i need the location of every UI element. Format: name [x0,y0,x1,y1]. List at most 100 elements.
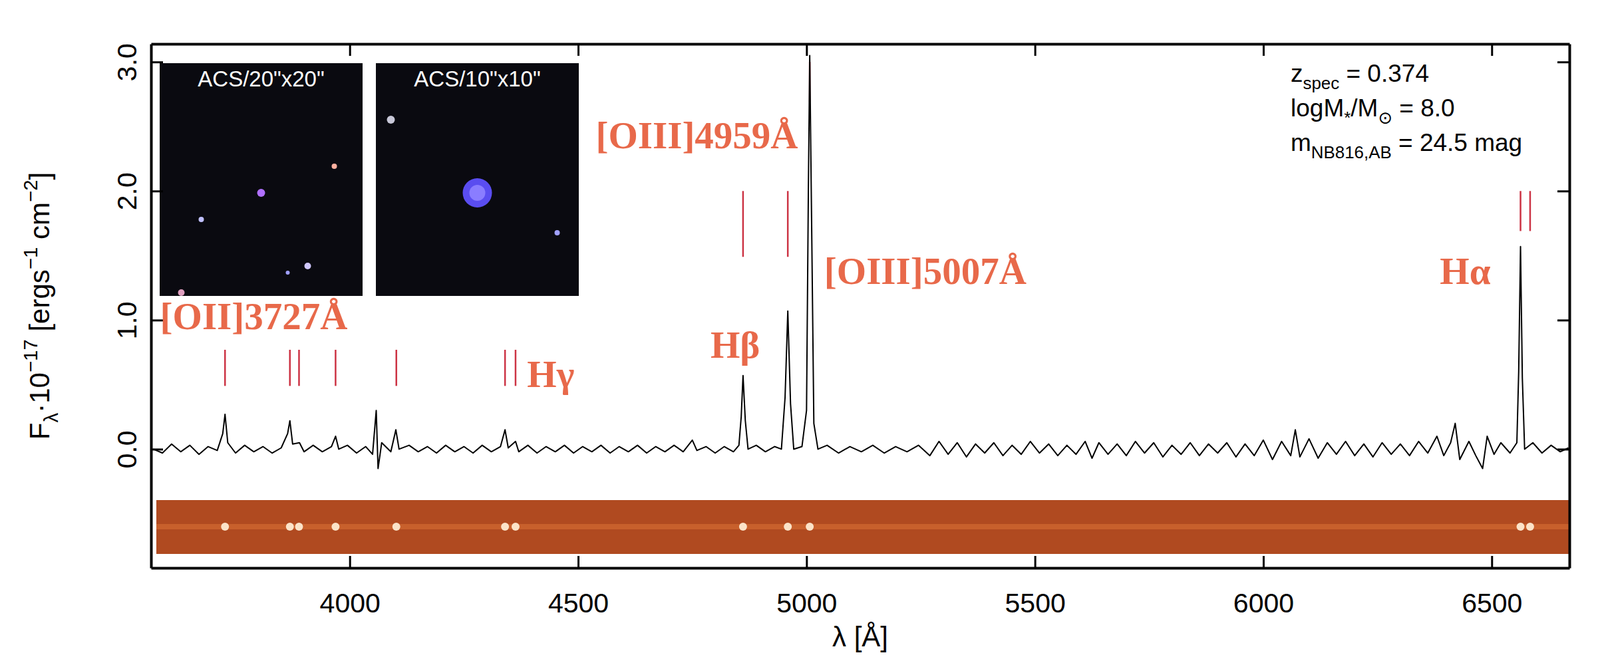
plot-background [151,43,1570,569]
spectrum-2d-spot [500,522,509,531]
text-part: /M [1350,94,1378,122]
inset-blob [469,184,486,201]
line-marker [288,349,291,386]
line-label: [OIII]4959Å [596,114,799,157]
x-tick-label: 5500 [1005,588,1066,619]
line-marker [334,349,337,386]
text-part: m [1290,129,1312,157]
line-marker [742,190,745,257]
y-axis-right-line [1568,44,1572,569]
y-tick-right [1557,61,1570,63]
x-tick-mark-top [1490,43,1493,56]
y-tick: 3.0 [111,43,163,82]
line-marker [514,349,517,386]
inset-blob [387,115,396,124]
x-tick-mark-top [1262,43,1265,56]
inset: ACS/20"x20" [159,63,363,297]
x-tick-mark [1034,556,1037,569]
inset-label: ACS/20"x20" [197,66,324,92]
y-tick-mark-right [1557,190,1570,193]
line-label: Hγ [526,353,575,396]
text-part: [ergs [23,269,56,340]
x-tick-top [1263,43,1265,56]
x-tick-label: 6500 [1461,588,1523,619]
x-tick-mark [577,556,580,569]
chart: ACS/20"x20" ACS/10"x10" 4000 4500 5000 5500 60… [0,0,1600,663]
y-tick-right [1557,190,1570,192]
inset-label: ACS/10"x10" [413,66,541,92]
y-tick-mark-right [1557,61,1570,64]
line-marker [1519,190,1522,231]
x-tick-label: 4500 [548,588,609,619]
line-marker [1529,190,1532,231]
y-tick-right [1557,449,1570,450]
x-tick: 4500 [548,556,609,619]
x-tick-mark-top [805,43,808,56]
x-tick-label: 5000 [776,588,837,619]
text-part: NB816,AB [1311,143,1392,162]
spectrum-2d-spot [294,522,303,531]
spectrum-2d-trace [156,524,1569,530]
line-marker [224,349,227,386]
text-part: logM [1290,94,1344,122]
y-tick-mark [151,448,163,451]
x-tick-label: 4000 [320,588,381,619]
text-part: = 0.374 [1339,59,1430,88]
text-part: −1 [19,247,42,271]
y-axis: 0.0 1.0 2.0 3.0 [111,43,163,569]
y-axis-right [1557,44,1571,569]
spectrum-2d-spot [783,522,792,531]
x-tick-top [1035,43,1036,56]
x-tick-mark-top [577,43,580,56]
y-tick-mark-right [1557,319,1570,322]
y-tick-right [1557,320,1570,321]
y-tick-label: 0.0 [111,430,143,469]
y-tick-mark [151,190,163,193]
y-tick-mark-right [1557,448,1570,451]
text-part: = 8.0 [1392,94,1455,122]
x-tick-label: 6000 [1233,588,1294,619]
x-axis-top [151,43,1571,56]
line-label: [OIII]5007Å [824,250,1027,293]
x-tick-mark-top [349,43,352,56]
inset-blob [463,178,493,208]
spectrum-2d-spot [1526,522,1535,531]
line-marker [787,190,790,257]
x-tick-mark [1490,556,1493,569]
spectrum-2d-spot [286,522,295,531]
inset-blob [198,216,205,223]
y-tick-label: 3.0 [111,43,143,82]
line-marker [395,349,398,386]
y-tick: 0.0 [111,430,163,469]
spectrum-2d-spot [739,522,748,531]
y-tick-label: 2.0 [111,172,143,211]
spectrum-2d-spot [220,522,229,531]
y-tick: 2.0 [111,172,163,211]
inset: ACS/10"x10" [375,63,579,297]
inset-image [159,63,363,297]
inset-blob [331,163,338,169]
x-tick: 6000 [1233,556,1294,619]
x-tick-top [1491,43,1493,56]
inset-image [375,63,579,297]
spectrum-2d-spot [392,522,401,531]
y-axis-line [150,44,154,569]
text-part: −2 [19,180,42,203]
x-tick-top [578,43,579,56]
x-tick: 5500 [1005,556,1066,619]
annotations: [OII]3727ÅHγHβ[OIII]4959Å[OIII]5007ÅHα [160,114,1491,396]
info-line: zspec = 0.374 [1290,59,1430,93]
text-part: = 24.5 mag [1391,129,1523,157]
line-label: [OII]3727Å [160,295,348,338]
spectrum-2d-spot [511,522,520,531]
y-tick-mark [151,61,163,64]
text-part: ·10 [23,372,56,414]
text-part: −17 [19,339,42,373]
text-part: F [23,423,56,441]
insets: ACS/20"x20" ACS/10"x10" [159,63,579,297]
inset-blob [554,230,561,236]
y-tick: 1.0 [111,301,163,340]
info-text: zspec = 0.374logM*/M⊙ = 8.0mNB816,AB = 2… [1290,59,1523,162]
x-tick-top [806,43,807,56]
x-tick: 5000 [776,556,837,619]
